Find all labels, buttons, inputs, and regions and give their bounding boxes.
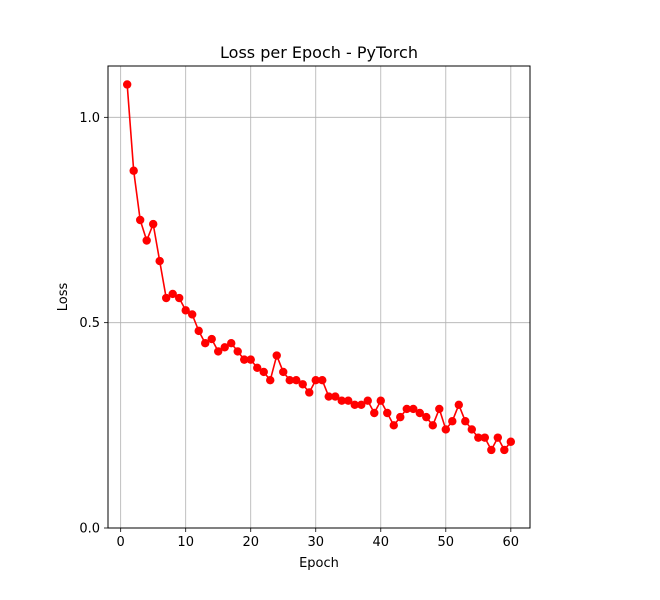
- data-point: [500, 445, 509, 455]
- data-point: [240, 355, 249, 364]
- data-point: [266, 375, 275, 385]
- data-point: [461, 417, 470, 426]
- data-point: [441, 425, 450, 434]
- data-point: [331, 392, 340, 401]
- x-axis-ticks: 0 10 20 30 40 50 60: [117, 528, 520, 550]
- data-point: [467, 425, 476, 434]
- x-tick-label: 60: [503, 535, 520, 550]
- y-tick-label: 0.5: [79, 316, 100, 331]
- data-point: [142, 236, 151, 245]
- data-point: [122, 80, 132, 89]
- data-point: [292, 375, 301, 385]
- data-point: [311, 375, 320, 385]
- data-point: [493, 433, 503, 442]
- data-point: [396, 412, 405, 422]
- data-point: [148, 219, 158, 229]
- data-point: [376, 396, 385, 405]
- y-axis-ticks: 0.0 0.5 1.0: [79, 111, 108, 537]
- data-point: [298, 380, 307, 389]
- data-point: [188, 310, 197, 319]
- chart-title: Loss per Epoch - PyTorch: [220, 43, 418, 62]
- data-point: [253, 363, 262, 373]
- data-point: [155, 256, 164, 266]
- data-point: [162, 293, 171, 303]
- data-point: [181, 306, 190, 315]
- data-point: [279, 367, 288, 377]
- data-point: [422, 412, 431, 422]
- x-tick-label: 50: [438, 535, 455, 550]
- data-point: [272, 351, 281, 360]
- data-point: [214, 347, 223, 356]
- x-tick-label: 30: [307, 535, 324, 550]
- y-tick-label: 0.0: [79, 522, 100, 537]
- data-point: [175, 293, 184, 303]
- data-point: [305, 388, 314, 397]
- data-point: [363, 396, 372, 405]
- data-point: [246, 355, 255, 364]
- x-tick-label: 20: [242, 535, 259, 550]
- data-point: [428, 421, 437, 430]
- data-point: [506, 437, 516, 446]
- data-point: [324, 392, 333, 401]
- data-point: [129, 166, 138, 175]
- data-point: [201, 339, 210, 348]
- data-point: [357, 400, 366, 409]
- data-point: [448, 417, 457, 426]
- data-point: [233, 347, 242, 356]
- data-point: [220, 343, 229, 352]
- data-point: [259, 367, 268, 377]
- y-tick-label: 1.0: [79, 111, 100, 126]
- data-point: [168, 289, 177, 299]
- data-point: [227, 339, 236, 348]
- data-point: [194, 326, 203, 336]
- data-point: [337, 396, 346, 405]
- data-point: [285, 375, 294, 385]
- x-tick-label: 10: [177, 535, 194, 550]
- data-point: [344, 396, 353, 405]
- data-point: [135, 215, 145, 225]
- data-point: [487, 445, 496, 455]
- x-tick-label: 40: [372, 535, 389, 550]
- data-point: [350, 400, 359, 409]
- data-point: [370, 408, 379, 418]
- data-point: [454, 400, 463, 409]
- x-tick-label: 0: [117, 535, 125, 550]
- data-point: [389, 421, 398, 430]
- data-point: [409, 404, 418, 414]
- data-point: [402, 404, 411, 414]
- data-point: [383, 408, 392, 418]
- series-layer: [122, 80, 516, 455]
- data-point: [480, 433, 490, 442]
- data-point: [435, 404, 444, 414]
- y-axis-label: Loss: [56, 283, 71, 312]
- data-point: [318, 375, 327, 385]
- data-point: [207, 334, 216, 344]
- data-point: [474, 433, 483, 442]
- data-point: [415, 408, 424, 418]
- x-axis-label: Epoch: [299, 556, 339, 571]
- plot-frame: [107, 65, 531, 529]
